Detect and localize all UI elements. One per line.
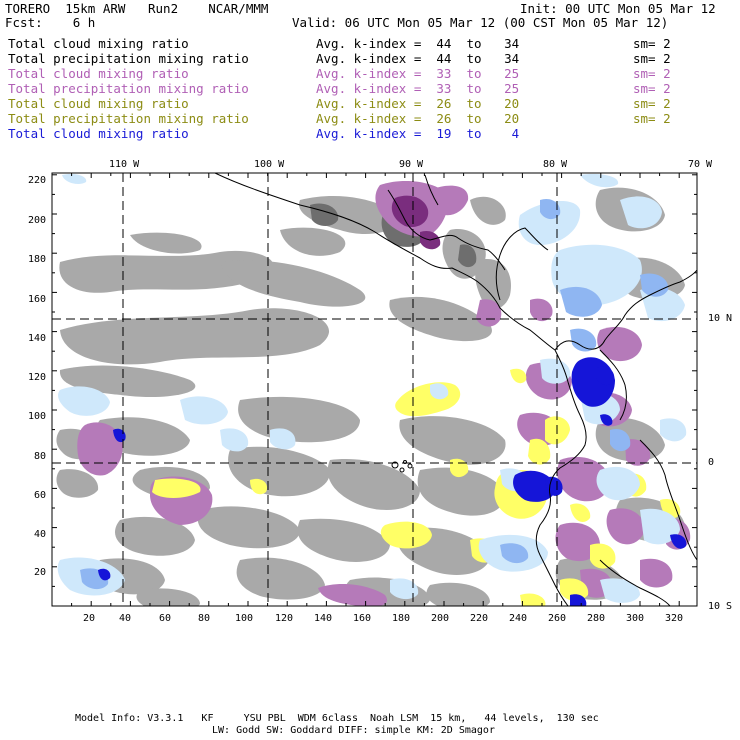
x-tick-label: 60	[159, 613, 172, 624]
x-tick-label: 180	[392, 613, 411, 624]
legend-kindex-3: Avg. k-index = 33 to 25	[316, 66, 520, 81]
legend-sm-2: sm= 2	[633, 51, 671, 66]
plot-frame	[51, 172, 698, 607]
x-tick-label: 260	[548, 613, 567, 624]
legend-kindex-1: Avg. k-index = 44 to 34	[316, 36, 520, 51]
y-tick-marks	[52, 174, 697, 607]
legend-sm-6: sm= 2	[633, 111, 671, 126]
purple-field	[77, 180, 691, 606]
legend-field-2: Total precipitation mixing ratio	[8, 51, 249, 66]
x-tick-label: 300	[626, 613, 645, 624]
init-time: Init: 00 UTC Mon 05 Mar 12	[520, 1, 716, 16]
y-tick-label: 120	[28, 372, 47, 383]
x-tick-label: 280	[587, 613, 606, 624]
x-tick-label: 20	[83, 613, 96, 624]
lon-label-90w: 90 W	[399, 159, 424, 170]
x-tick-label: 240	[509, 613, 528, 624]
y-tick-label: 20	[34, 567, 47, 578]
galapagos-islands	[391, 460, 413, 473]
y-tick-label: 160	[28, 294, 47, 305]
legend-field-5: Total cloud mixing ratio	[8, 96, 189, 111]
legend-sm-5: sm= 2	[633, 96, 671, 111]
y-tick-label: 60	[34, 490, 47, 501]
x-tick-label: 40	[119, 613, 132, 624]
model-info: Model Info: V3.3.1 KF YSU PBL WDM 6class…	[75, 713, 599, 724]
legend-kindex-7: Avg. k-index = 19 to 4	[316, 126, 520, 141]
legend-field-4: Total precipitation mixing ratio	[8, 81, 249, 96]
valid-time: Valid: 06 UTC Mon 05 Mar 12 (00 CST Mon …	[292, 15, 669, 30]
lat-label-10s: 10 S	[708, 601, 733, 612]
lon-label-80w: 80 W	[543, 159, 568, 170]
dark-purple-field	[391, 195, 441, 250]
legend-sm-3: sm= 2	[633, 66, 671, 81]
legend-field-3: Total cloud mixing ratio	[8, 66, 189, 81]
model-title: TORERO 15km ARW Run2 NCAR/MMM	[5, 1, 269, 16]
x-tick-label: 200	[431, 613, 450, 624]
legend-kindex-5: Avg. k-index = 26 to 20	[316, 96, 520, 111]
coastline	[214, 173, 697, 606]
x-tick-label: 160	[353, 613, 372, 624]
y-tick-label: 80	[34, 451, 47, 462]
x-tick-label: 320	[665, 613, 684, 624]
lat-label-10n: 10 N	[708, 313, 733, 324]
legend-kindex-4: Avg. k-index = 33 to 25	[316, 81, 520, 96]
legend-field-7: Total cloud mixing ratio	[8, 126, 189, 141]
y-tick-label: 40	[34, 529, 47, 540]
lon-label-70w: 70 W	[688, 159, 713, 170]
y-tick-label: 200	[28, 215, 47, 226]
cloud-fields	[56, 173, 697, 606]
y-tick-label: 140	[28, 333, 47, 344]
legend-sm-4: sm= 2	[633, 81, 671, 96]
lat-lon-grid	[52, 173, 697, 606]
legend-kindex-6: Avg. k-index = 26 to 20	[316, 111, 520, 126]
physics-info: LW: Godd SW: Goddard DIFF: simple KM: 2D…	[212, 725, 495, 736]
x-tick-label: 140	[314, 613, 333, 624]
x-tick-label: 120	[275, 613, 294, 624]
lat-label-0: 0	[708, 457, 715, 468]
legend-kindex-2: Avg. k-index = 44 to 34	[316, 51, 520, 66]
x-tick-label: 100	[235, 613, 254, 624]
legend-field-1: Total cloud mixing ratio	[8, 36, 189, 51]
y-tick-label: 100	[28, 411, 47, 422]
yellow-field	[152, 368, 681, 606]
y-tick-label: 180	[28, 254, 47, 265]
legend-sm-1: sm= 2	[633, 36, 671, 51]
x-tick-label: 80	[198, 613, 211, 624]
lon-label-110w: 110 W	[109, 159, 140, 170]
x-tick-marks	[51, 173, 680, 606]
forecast-hour: Fcst: 6 h	[5, 15, 96, 30]
y-tick-label: 220	[28, 175, 47, 186]
legend-field-6: Total precipitation mixing ratio	[8, 111, 249, 126]
x-tick-label: 220	[470, 613, 489, 624]
lon-label-100w: 100 W	[254, 159, 285, 170]
deep-blue-field	[98, 357, 687, 606]
